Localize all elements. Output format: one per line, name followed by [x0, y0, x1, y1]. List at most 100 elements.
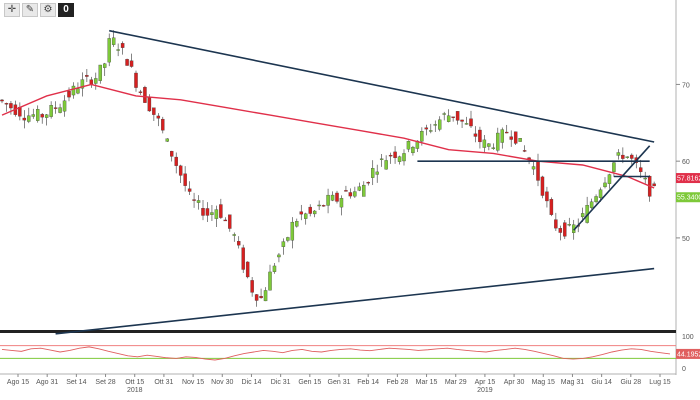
candle-bull: [589, 201, 594, 208]
candle-bull: [295, 221, 299, 227]
candle-bull: [339, 198, 344, 208]
x-tick-label: Giu 14: [591, 379, 612, 386]
candle-bear: [250, 280, 254, 293]
candle-bull: [44, 114, 49, 118]
candle-bull: [58, 107, 62, 113]
x-tick-label: Dic 31: [271, 379, 291, 386]
price-tag-label: 55.3400: [677, 195, 700, 202]
candle-bear: [237, 241, 241, 246]
candle-bull: [406, 140, 411, 150]
candle-bull: [438, 119, 442, 130]
candle-bear: [505, 131, 509, 134]
candle-bear: [388, 154, 393, 157]
candle-bear: [563, 222, 567, 237]
x-tick-label: Mag 15: [532, 379, 555, 386]
crosshair-icon[interactable]: ✛: [4, 3, 20, 17]
settings-icon[interactable]: ⚙: [40, 3, 56, 17]
candle-bull: [496, 132, 500, 151]
candle-bear: [143, 87, 147, 103]
candle-bull: [371, 168, 375, 178]
candle-bull: [567, 224, 571, 226]
candle-bull: [317, 204, 321, 207]
x-tick-label: Ott 31: [154, 379, 173, 386]
candle-bull: [446, 115, 451, 122]
candle-bull: [71, 85, 76, 96]
pencil-icon[interactable]: ✎: [22, 3, 38, 17]
candle-bull: [263, 290, 268, 302]
x-tick-label: Feb 14: [357, 379, 379, 386]
candle-bear: [134, 72, 138, 88]
candle-bear: [178, 165, 183, 176]
candle-bull: [411, 146, 415, 154]
candle-bull: [196, 200, 201, 203]
candle-bear: [120, 43, 125, 48]
x-tick-label: Nov 15: [182, 379, 204, 386]
y-tick-label: 60: [682, 159, 690, 166]
candle-bull: [62, 100, 67, 112]
x-tick-label: Gen 15: [298, 379, 321, 386]
candle-bull: [326, 194, 330, 206]
x-tick-label: Ago 15: [7, 379, 29, 386]
candle-bear: [299, 211, 303, 215]
candle-bear: [40, 114, 44, 118]
x-tick-label: Nov 30: [211, 379, 233, 386]
candle-bear: [424, 127, 429, 130]
candle-bear: [451, 116, 455, 118]
chart-toolbar: ✛ ✎ ⚙ 0: [4, 3, 74, 17]
candle-bear: [540, 176, 545, 196]
x-tick-label: Set 14: [66, 379, 86, 386]
price-tag-box: [676, 192, 700, 203]
candle-bull: [643, 177, 647, 180]
x-tick-label: Ago 31: [36, 379, 58, 386]
candle-bull: [36, 109, 40, 121]
x-tick-label: Dic 14: [242, 379, 262, 386]
candle-bull: [330, 194, 335, 201]
rsi-tick-label: 0: [682, 366, 686, 373]
candle-bear: [156, 115, 161, 119]
candle-bear: [147, 97, 152, 112]
year-label: 2019: [477, 387, 493, 394]
candle-bear: [228, 214, 232, 229]
candle-bear: [469, 118, 473, 127]
candle-bear: [536, 161, 540, 181]
candle-bear: [174, 156, 178, 166]
panel-separator: [0, 330, 676, 333]
x-tick-label: Set 28: [95, 379, 115, 386]
price-tag-box: [676, 173, 700, 184]
candle-bull: [312, 210, 317, 215]
candle-bull: [464, 123, 469, 125]
candle-bear: [455, 111, 460, 121]
candle-bull: [379, 158, 384, 160]
candle-bear: [549, 199, 554, 215]
x-tick-label: Giu 28: [621, 379, 642, 386]
candle-bull: [598, 189, 603, 198]
x-tick-label: Feb 28: [386, 379, 408, 386]
y-tick-label: 70: [682, 82, 690, 89]
candle-bull: [272, 265, 277, 272]
candle-bull: [402, 153, 406, 162]
zero-button[interactable]: 0: [58, 3, 74, 17]
candle-bull: [362, 184, 366, 197]
rsi-value-tag: [676, 348, 700, 359]
candle-bull: [442, 113, 446, 115]
rsi-tick-label: 100: [682, 334, 694, 341]
candle-bull: [625, 156, 630, 158]
candle-bear: [22, 117, 27, 121]
candle-bear: [187, 188, 192, 192]
price-tag: 57.8162: [676, 173, 700, 184]
candle-bull: [232, 234, 236, 236]
rsi-value-label: 44.1952: [677, 351, 700, 358]
candle-bull: [518, 138, 522, 142]
price-tag: 55.3400: [676, 192, 700, 203]
candle-bear: [554, 219, 558, 229]
candle-bear: [308, 206, 312, 214]
candle-bull: [107, 38, 111, 63]
x-tick-label: Apr 30: [504, 379, 525, 386]
candle-bull: [357, 186, 362, 191]
candle-bear: [201, 208, 205, 216]
candle-bear: [205, 208, 210, 216]
x-tick-label: Mar 29: [445, 379, 467, 386]
candle-bear: [473, 133, 478, 137]
candle-bull: [76, 88, 80, 94]
